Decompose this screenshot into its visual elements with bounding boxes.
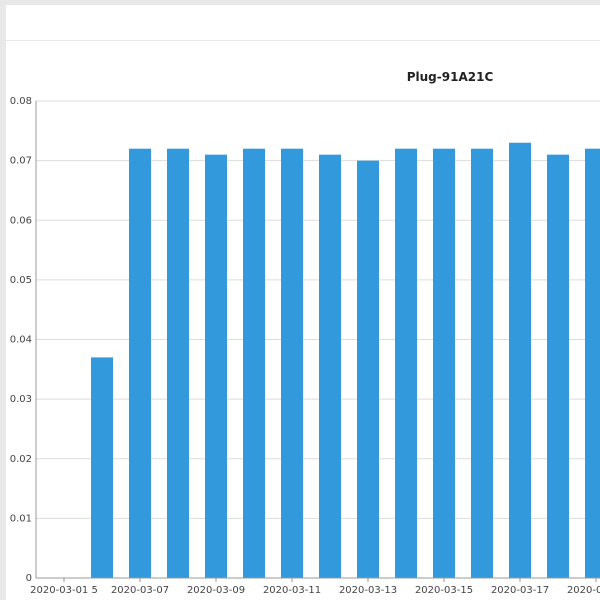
- y-tick-label: 0.01: [10, 513, 32, 524]
- bar-2020-03-05[interactable]: [91, 357, 113, 578]
- y-tick-label: 0.08: [10, 96, 32, 107]
- bar-2020-03-06[interactable]: [129, 148, 151, 578]
- y-tick-label: 0.04: [10, 335, 32, 346]
- x-tick-label: 2020-03-07: [111, 585, 169, 596]
- bar-2020-03-17[interactable]: [547, 154, 569, 578]
- x-tick-label: 2020-03-11: [263, 585, 321, 596]
- bar-2020-03-13[interactable]: [395, 148, 417, 578]
- bars: [91, 142, 600, 579]
- chart-title: Plug-91A21C: [407, 70, 494, 84]
- bar-2020-03-07[interactable]: [167, 148, 189, 578]
- panel-header: [6, 5, 600, 41]
- bar-2020-03-09[interactable]: [243, 148, 265, 578]
- x-tick-label: 2020-03-13: [339, 585, 397, 596]
- bar-2020-03-14[interactable]: [433, 148, 455, 578]
- chart-panel: Plug-91A21C 0 0.01 0.02 0.03 0.04 0.05 0.06 0.0…: [6, 5, 600, 600]
- bar-chart: Plug-91A21C 0 0.01 0.02 0.03 0.04 0.05 0.06 0.0…: [10, 70, 600, 596]
- y-tick-label: 0.06: [10, 215, 32, 226]
- x-tick-label: 2020-03-17: [491, 585, 549, 596]
- x-tick-label: 2020-03-09: [187, 585, 245, 596]
- y-tick-label: 0.03: [10, 394, 32, 405]
- x-tick-label: 2020-03-19: [567, 585, 600, 596]
- bar-2020-03-16[interactable]: [509, 142, 531, 579]
- bar-2020-03-08[interactable]: [205, 154, 227, 578]
- x-tick-label: 2020-03-01 5: [30, 585, 98, 596]
- y-tick-label: 0.05: [10, 275, 32, 286]
- y-tick-label: 0.07: [10, 156, 32, 167]
- bar-2020-03-10[interactable]: [281, 148, 303, 578]
- bar-2020-03-15[interactable]: [471, 148, 493, 578]
- y-tick-label: 0: [26, 573, 32, 584]
- bar-2020-03-12[interactable]: [357, 160, 379, 578]
- bar-2020-03-11[interactable]: [319, 154, 341, 578]
- y-tick-label: 0.02: [10, 454, 32, 465]
- x-tick-label: 2020-03-15: [415, 585, 473, 596]
- bar-2020-03-18[interactable]: [585, 148, 600, 578]
- axes: 0 0.01 0.02 0.03 0.04 0.05 0.06 0.07 0.08 2020-03…: [10, 96, 600, 596]
